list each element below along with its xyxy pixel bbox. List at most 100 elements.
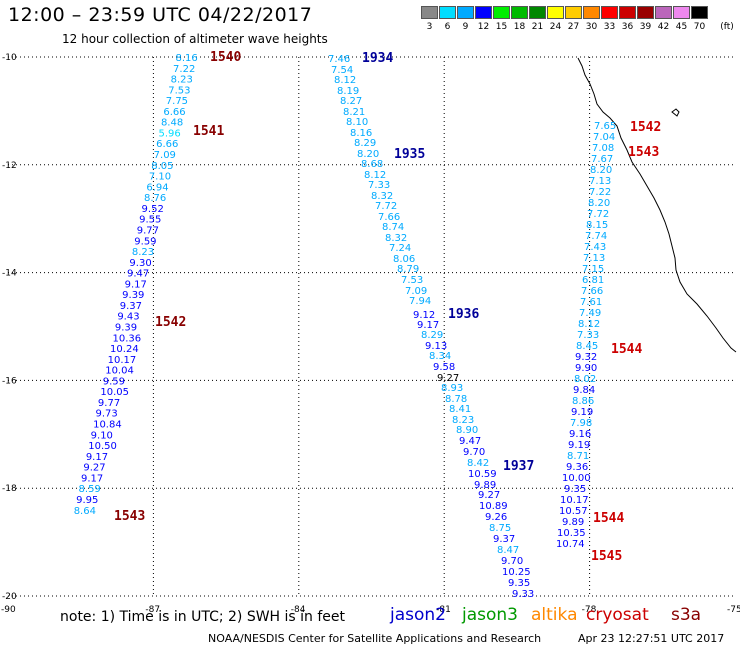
- svg-text:8.42: 8.42: [467, 458, 489, 469]
- pass-label: 1934: [362, 51, 393, 66]
- svg-text:7.72: 7.72: [375, 201, 397, 212]
- legend-swatch: [421, 6, 438, 19]
- svg-text:7.46: 7.46: [328, 54, 350, 65]
- svg-text:7.33: 7.33: [577, 330, 599, 341]
- swh-point: 9.73: [96, 409, 118, 420]
- lon-tick-label: -84: [291, 605, 306, 615]
- svg-text:9.89: 9.89: [562, 517, 584, 528]
- svg-text:9.58: 9.58: [433, 362, 455, 373]
- swh-point: 9.39: [122, 290, 144, 301]
- pass-label: 1544: [593, 511, 624, 526]
- svg-text:8.74: 8.74: [382, 222, 404, 233]
- legend-swatch: [619, 6, 636, 19]
- swh-point: 10.84: [93, 420, 122, 431]
- swh-point: 7.53: [168, 85, 190, 96]
- swh-point: 5.96: [159, 128, 181, 139]
- svg-text:9.26: 9.26: [485, 512, 507, 523]
- swh-point: 8.23: [171, 75, 193, 86]
- swh-point: 9.77: [98, 398, 120, 409]
- swh-point: 9.59: [134, 236, 156, 247]
- legend-swatch: [457, 6, 474, 19]
- pass-label: 1936: [448, 307, 479, 322]
- legend-swatch: [493, 6, 510, 19]
- swh-point: 9.39: [115, 323, 137, 334]
- swh-point: 7.10: [149, 172, 171, 183]
- pass-label: 1541: [193, 124, 224, 139]
- svg-text:7.09: 7.09: [405, 286, 427, 297]
- svg-text:8.20: 8.20: [590, 165, 612, 176]
- svg-text:9.35: 9.35: [508, 578, 530, 589]
- pass-overlay: 1540 1541 1542 1543 1934 1935 1936 1937 …: [114, 50, 661, 564]
- swh-point: 9.59: [103, 376, 125, 387]
- swh-point: 8.64: [74, 506, 96, 517]
- legend-swatch: [439, 6, 456, 19]
- legend-swatch: [547, 6, 564, 19]
- svg-text:9.16: 9.16: [569, 429, 591, 440]
- svg-text:9.70: 9.70: [501, 556, 523, 567]
- pass-label: 1542: [155, 315, 186, 330]
- lon-tick-label: -87: [145, 605, 160, 615]
- svg-text:6.81: 6.81: [582, 275, 604, 286]
- svg-text:8.90: 8.90: [456, 425, 478, 436]
- svg-text:9.27: 9.27: [437, 373, 459, 384]
- legend-label: 70: [693, 22, 706, 32]
- swh-point: 9.95: [76, 495, 98, 506]
- swh-track-overlay: 7.46 7.54 8.12 8.19 8.27 8.21 8.10 8.16 …: [328, 54, 616, 600]
- credit-line: NOAA/NESDIS Center for Satellite Applica…: [208, 632, 542, 645]
- satellite-name-jason2: jason2: [390, 605, 446, 625]
- svg-text:8.15: 8.15: [586, 220, 608, 231]
- lon-tick-label: -90: [1, 605, 16, 615]
- svg-text:10.35: 10.35: [557, 528, 586, 539]
- swh-point: 9.17: [125, 279, 147, 290]
- legend-label: 12: [477, 22, 490, 32]
- svg-text:8.45: 8.45: [576, 341, 598, 352]
- svg-text:9.35: 9.35: [564, 484, 586, 495]
- pass-label: 1542: [630, 120, 661, 135]
- color-legend: 3 6 9 12 15 18 21 24 27 30 33 36 39 42 45 70 (ft): [421, 0, 740, 40]
- swh-point: 8.23: [132, 247, 154, 258]
- lat-tick-label: -14: [2, 269, 17, 279]
- swh-point: 7.75: [166, 96, 188, 107]
- svg-text:8.86: 8.86: [572, 396, 594, 407]
- coastline: [577, 57, 737, 353]
- svg-text:9.17: 9.17: [417, 320, 439, 331]
- svg-text:7.66: 7.66: [378, 212, 400, 223]
- swh-point: 8.59: [79, 484, 101, 495]
- legend-swatch: [511, 6, 528, 19]
- pass-label: 1545: [591, 549, 622, 564]
- svg-text:8.20: 8.20: [588, 198, 610, 209]
- svg-text:8.71: 8.71: [567, 451, 589, 462]
- svg-text:9.19: 9.19: [568, 440, 590, 451]
- svg-text:8.23: 8.23: [452, 415, 474, 426]
- svg-text:8.21: 8.21: [343, 107, 365, 118]
- svg-text:7.13: 7.13: [583, 253, 605, 264]
- svg-text:8.06: 8.06: [393, 254, 415, 265]
- svg-text:9.37: 9.37: [493, 534, 515, 545]
- legend-label: 6: [444, 22, 451, 32]
- axis-ticks: -90 -87 -84 -81 -78 -75 -10 -12 -14 -16 -18 -20: [1, 53, 740, 615]
- svg-text:9.90: 9.90: [575, 363, 597, 374]
- svg-text:8.19: 8.19: [337, 86, 359, 97]
- legend-label: 15: [495, 22, 508, 32]
- swh-point: 9.17: [81, 473, 103, 484]
- legend-swatch: [673, 6, 690, 19]
- svg-text:8.93: 8.93: [441, 383, 463, 394]
- svg-text:9.70: 9.70: [463, 447, 485, 458]
- legend-label: 3: [426, 22, 433, 32]
- svg-text:7.54: 7.54: [331, 65, 353, 76]
- svg-text:8.47: 8.47: [497, 545, 519, 556]
- svg-text:10.59: 10.59: [468, 469, 497, 480]
- swh-point: 9.55: [139, 215, 161, 226]
- svg-text:7.67: 7.67: [591, 154, 613, 165]
- svg-text:10.74: 10.74: [556, 539, 585, 550]
- swh-point: 7.22: [173, 64, 195, 75]
- legend-label: 9: [462, 22, 469, 32]
- svg-text:8.34: 8.34: [429, 351, 451, 362]
- lon-tick-label: -75: [727, 605, 740, 615]
- lat-tick-label: -20: [2, 592, 17, 602]
- lat-tick-label: -12: [2, 161, 17, 171]
- lon-tick-label: -81: [436, 605, 451, 615]
- svg-text:7.98: 7.98: [570, 418, 592, 429]
- swh-point: 6.94: [146, 182, 168, 193]
- svg-text:7.74: 7.74: [585, 231, 607, 242]
